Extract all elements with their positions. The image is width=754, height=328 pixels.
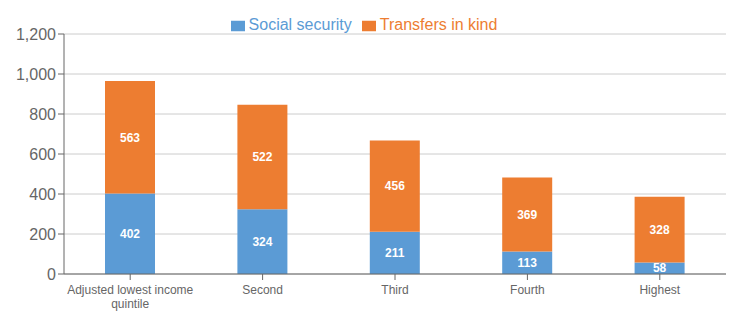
svg-text:400: 400 [29,186,56,203]
svg-text:522: 522 [252,150,272,164]
svg-text:563: 563 [120,131,140,145]
svg-text:600: 600 [29,146,56,163]
svg-text:1,200: 1,200 [16,26,56,43]
svg-text:328: 328 [650,223,670,237]
svg-text:402: 402 [120,227,140,241]
html-text:Social security: Social security [248,16,352,33]
svg-text:113: 113 [518,256,538,270]
svg-text:211: 211 [385,246,405,260]
svg-text:Adjusted lowest incomequintile: Adjusted lowest incomequintile [67,283,193,311]
svg-text:Fourth: Fourth [510,283,545,297]
svg-text:1,000: 1,000 [16,66,56,83]
svg-text:Second: Second [242,283,283,297]
html-text:Transfers in kind: Transfers in kind [379,16,498,33]
svg-text:Third: Third [381,283,408,297]
svg-text:456: 456 [385,179,405,193]
svg-text:369: 369 [517,208,537,222]
svg-text:58: 58 [653,261,667,275]
svg-text:Highest: Highest [639,283,680,297]
svg-text:800: 800 [29,106,56,123]
svg-text:200: 200 [29,226,56,243]
svg-text:0: 0 [47,266,56,283]
svg-text:324: 324 [252,235,272,249]
